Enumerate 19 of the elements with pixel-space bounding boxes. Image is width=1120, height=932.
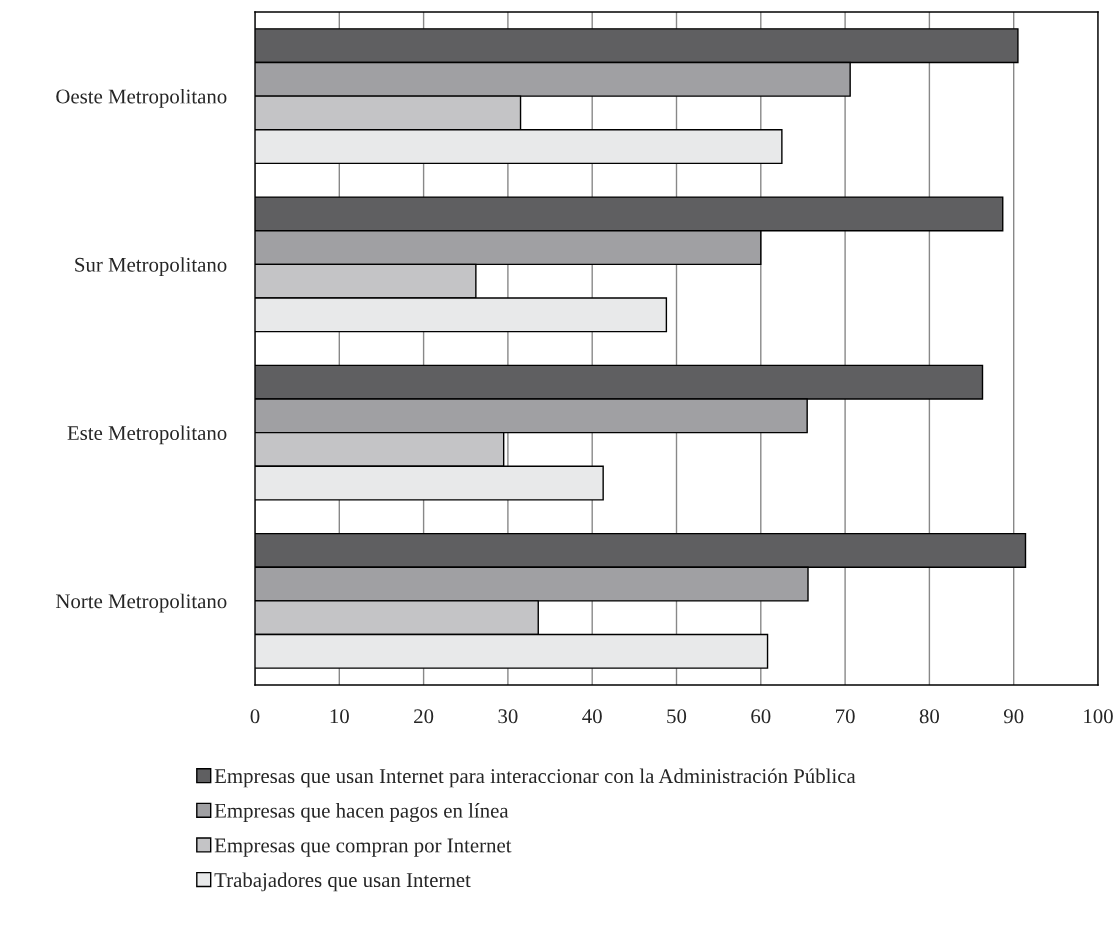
x-tick-label: 40 bbox=[582, 709, 602, 724]
x-tick-label: 100 bbox=[1084, 709, 1113, 724]
x-tick-label: 0 bbox=[250, 709, 260, 724]
y-tick-label: Sur Metropolitano bbox=[75, 257, 227, 277]
x-tick-label: 90 bbox=[1003, 709, 1024, 724]
x-tick-label: 50 bbox=[667, 709, 687, 724]
legend-label: Empresas que hacen pagos en línea bbox=[214, 803, 509, 823]
y-tick-label: Este Metropolitano bbox=[67, 425, 227, 445]
x-tick-label: 30 bbox=[498, 709, 518, 724]
legend-label: Trabajadores que usan Internet bbox=[214, 872, 471, 892]
x-tick-label: 20 bbox=[414, 709, 434, 724]
legend-label: Empresas que compran por Internet bbox=[214, 838, 512, 857]
legend-label: Empresas que usan Internet para interaccionar con la Administración Pública bbox=[214, 768, 856, 788]
x-tick-label: 70 bbox=[836, 709, 855, 724]
x-tick-label: 10 bbox=[330, 709, 349, 724]
y-tick-label: Oeste Metropolitano bbox=[56, 88, 227, 108]
x-tick-label: 60 bbox=[751, 709, 771, 724]
y-tick-label: Norte Metropolitano bbox=[55, 593, 227, 613]
x-tick-label: 80 bbox=[919, 709, 940, 724]
